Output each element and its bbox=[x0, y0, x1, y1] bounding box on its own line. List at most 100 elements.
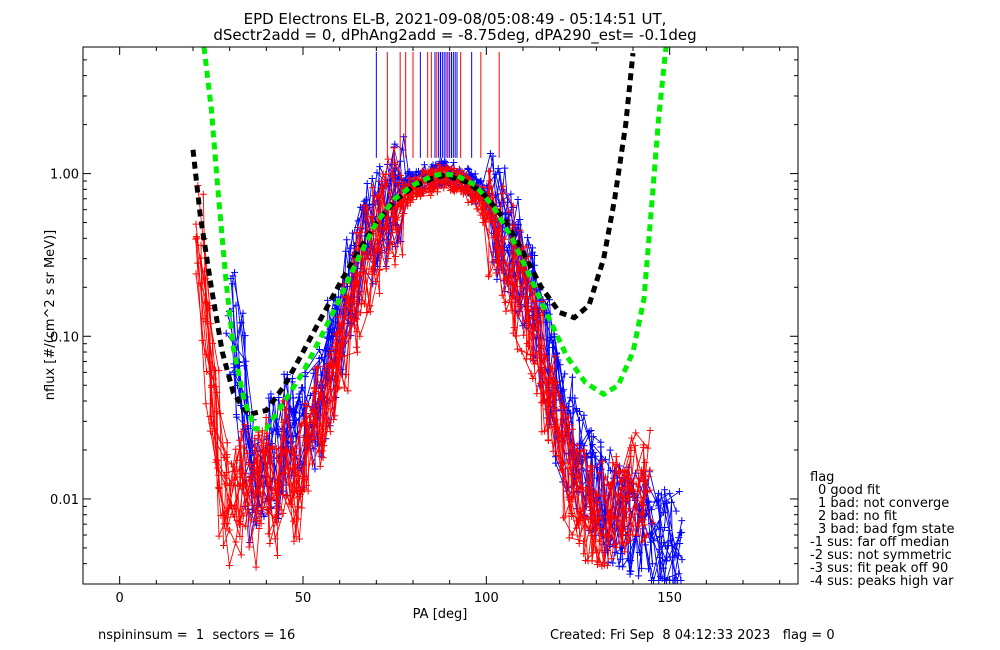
data-point bbox=[241, 421, 249, 429]
data-point bbox=[525, 322, 533, 330]
data-point bbox=[262, 414, 270, 422]
data-point bbox=[619, 563, 627, 571]
data-point bbox=[244, 501, 252, 509]
data-point bbox=[239, 309, 247, 317]
data-point bbox=[237, 428, 245, 436]
axis-ticks: 0 50 100 150 0.01 0.10 1.00 bbox=[50, 46, 798, 606]
data-point bbox=[306, 392, 314, 400]
data-point bbox=[576, 516, 584, 524]
data-point bbox=[646, 486, 654, 494]
data-point bbox=[323, 405, 331, 413]
data-point bbox=[343, 299, 351, 307]
data-point bbox=[527, 370, 535, 378]
data-point bbox=[609, 459, 617, 467]
data-point bbox=[643, 531, 651, 539]
data-point bbox=[215, 483, 223, 491]
data-point bbox=[638, 538, 646, 546]
data-point bbox=[290, 517, 298, 525]
data-point bbox=[309, 460, 317, 468]
data-point bbox=[577, 440, 585, 448]
data-point bbox=[291, 456, 299, 464]
data-point bbox=[266, 539, 274, 547]
data-point bbox=[202, 275, 210, 283]
data-point bbox=[395, 224, 403, 232]
data-point bbox=[657, 491, 665, 499]
data-point bbox=[493, 257, 501, 265]
data-point bbox=[245, 543, 253, 551]
data-point bbox=[303, 435, 311, 443]
data-point bbox=[522, 243, 530, 251]
data-point bbox=[537, 379, 545, 387]
data-point bbox=[678, 556, 686, 564]
data-point bbox=[549, 447, 557, 455]
y-tick-label: 0.10 bbox=[50, 330, 79, 345]
data-point bbox=[280, 370, 288, 378]
data-point bbox=[379, 170, 387, 178]
legend-title: flag bbox=[810, 470, 834, 485]
data-point bbox=[505, 208, 513, 216]
data-point bbox=[353, 348, 361, 356]
data-point bbox=[319, 454, 327, 462]
data-point bbox=[542, 352, 550, 360]
data-point bbox=[356, 332, 364, 340]
data-point bbox=[581, 557, 589, 565]
data-point bbox=[375, 266, 383, 274]
data-point bbox=[304, 487, 312, 495]
data-point bbox=[316, 345, 324, 353]
data-point bbox=[546, 363, 554, 371]
data-point bbox=[601, 473, 609, 481]
data-point bbox=[580, 446, 588, 454]
data-point bbox=[573, 441, 581, 449]
data-point bbox=[236, 532, 244, 540]
data-point bbox=[232, 411, 240, 419]
data-point bbox=[354, 279, 362, 287]
data-point bbox=[617, 486, 625, 494]
data-point bbox=[232, 538, 240, 546]
data-point bbox=[372, 277, 380, 285]
data-point bbox=[557, 465, 565, 473]
data-point bbox=[295, 398, 303, 406]
data-point bbox=[284, 448, 292, 456]
data-point bbox=[450, 159, 458, 167]
data-point bbox=[580, 550, 588, 558]
data-point bbox=[237, 319, 245, 327]
data-point bbox=[260, 449, 268, 457]
data-point bbox=[439, 180, 447, 188]
data-point bbox=[343, 293, 351, 301]
data-point bbox=[291, 488, 299, 496]
data-point bbox=[532, 297, 540, 305]
data-point bbox=[601, 456, 609, 464]
data-point bbox=[518, 347, 526, 355]
data-point bbox=[617, 477, 625, 485]
data-point bbox=[272, 513, 280, 521]
data-point bbox=[617, 555, 625, 563]
data-point bbox=[434, 188, 442, 196]
data-point bbox=[265, 494, 273, 502]
data-point bbox=[486, 167, 494, 175]
data-point bbox=[473, 205, 481, 213]
x-tick-label: 150 bbox=[657, 591, 682, 606]
data-point bbox=[325, 419, 333, 427]
data-point bbox=[349, 297, 357, 305]
data-point bbox=[303, 419, 311, 427]
data-point bbox=[656, 554, 664, 562]
data-point bbox=[638, 466, 646, 474]
data-point bbox=[225, 562, 233, 570]
data-point bbox=[529, 330, 537, 338]
data-point bbox=[427, 191, 435, 199]
data-point bbox=[354, 217, 362, 225]
data-point bbox=[285, 500, 293, 508]
data-point bbox=[192, 220, 200, 228]
series-trace bbox=[195, 171, 646, 553]
data-point bbox=[632, 429, 640, 437]
series-trace bbox=[197, 167, 645, 562]
data-point bbox=[606, 481, 614, 489]
series-trace bbox=[203, 163, 645, 566]
data-point bbox=[648, 577, 656, 585]
data-point bbox=[256, 488, 264, 496]
data-point bbox=[317, 371, 325, 379]
data-point bbox=[649, 519, 657, 527]
data-point bbox=[273, 551, 281, 559]
data-point bbox=[242, 357, 250, 365]
data-point bbox=[340, 384, 348, 392]
